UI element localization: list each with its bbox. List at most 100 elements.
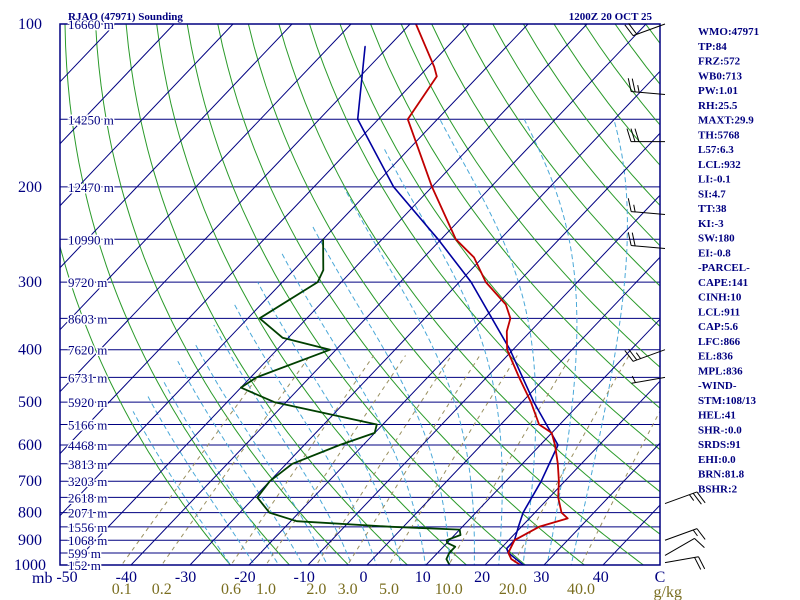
mixing-ratio-label: 10.0 (435, 581, 463, 598)
wind-barb-flag (698, 556, 706, 570)
temperature-profile-point (554, 444, 556, 446)
height-label: 1068 m (68, 533, 107, 548)
index-value: LFC:866 (698, 336, 741, 348)
wind-barb-flag (624, 350, 634, 362)
wind-barb-flag (637, 85, 640, 93)
index-value: EL:836 (698, 351, 733, 363)
wind-barb-flag (631, 375, 636, 383)
index-value: WB0:713 (698, 70, 743, 82)
wind-barb-staff (632, 23, 666, 37)
dry-adiabat-line (431, 24, 660, 328)
parcel-trace (356, 46, 559, 565)
temperature-profile-point (505, 303, 507, 306)
height-label: 2618 m (68, 490, 107, 505)
height-label: 3813 m (68, 457, 107, 472)
grid-layer (60, 24, 660, 565)
dewpoint-profile-point (240, 387, 242, 389)
wind-barb-flag (630, 128, 636, 142)
wind-barb-staff (664, 491, 698, 505)
height-label: 6731 m (68, 370, 107, 385)
pressure-axis-unit: mb (32, 570, 52, 587)
dewpoint-profile-point (339, 444, 341, 446)
parcel-trace-point (517, 526, 520, 528)
moist-adiabat-line (281, 252, 426, 565)
dewpoint-profile-point (259, 317, 261, 319)
dry-adiabat-line (461, 24, 660, 287)
dry-adiabat-line (186, 24, 527, 565)
parcel-trace-point (506, 547, 508, 550)
dewpoint-profile-point (459, 528, 461, 531)
temperature-tick-label: 10 (415, 569, 431, 586)
temperature-profile-point (557, 496, 559, 499)
wind-barb-flag (627, 232, 632, 246)
dewpoint-profile-point (446, 542, 448, 544)
temperature-profile-point (485, 281, 487, 283)
pressure-tick-label: 300 (18, 274, 42, 291)
index-value: SW:180 (698, 233, 735, 245)
wind-barb (631, 375, 666, 384)
height-label: 5920 m (68, 395, 107, 410)
pressure-tick-label: 500 (18, 394, 42, 411)
temperature-profile-point (506, 330, 508, 332)
parcel-trace-point (522, 511, 524, 514)
height-label: 9720 m (68, 275, 107, 290)
temperature-profile-point (567, 517, 569, 519)
dewpoint-profile-point (445, 558, 448, 560)
wind-barb-flag (692, 493, 702, 505)
temperature-tick-label: C (655, 569, 666, 586)
isotherm-line (60, 24, 411, 393)
temperature-profile-point (518, 376, 520, 378)
height-label: 152 m (68, 558, 101, 573)
height-label: 4468 m (68, 438, 107, 453)
dry-adiabat-line (309, 24, 660, 493)
index-value: SHR-:0.0 (698, 424, 742, 436)
temperature-tick-label: -20 (234, 569, 255, 586)
dry-adiabat-line (95, 24, 350, 565)
isotherm-line (366, 256, 660, 565)
index-value: TH:5768 (698, 129, 740, 141)
index-value: WMO:47971 (698, 26, 759, 38)
parcel-trace-point (509, 349, 511, 351)
temperature-tick-label: 0 (360, 569, 368, 586)
wind-barb-staff (631, 211, 666, 216)
wind-barb-flag (694, 557, 702, 570)
index-value: CINH:10 (698, 292, 742, 304)
isotherm-line (60, 24, 352, 331)
temperature-profile-point (431, 186, 433, 188)
pressure-tick-label: 200 (18, 179, 42, 196)
index-value: TP:84 (698, 41, 727, 53)
temperature-tick-label: 40 (593, 569, 609, 586)
dry-adiabat-line (370, 24, 660, 409)
dry-adiabat-line (125, 24, 409, 565)
index-value: L57:6.3 (698, 144, 734, 156)
mixing-ratio-line (121, 355, 274, 565)
index-value: EHI:0.0 (698, 454, 736, 466)
wind-barb-staff (664, 528, 698, 541)
dry-adiabat-line (64, 24, 291, 565)
pressure-tick-label: 600 (18, 437, 42, 454)
isotherm-line (307, 194, 660, 565)
wind-barb (626, 128, 665, 143)
wind-barb (664, 556, 706, 570)
mixing-ratio-line (388, 355, 518, 565)
isotherm-line (60, 24, 470, 455)
pressure-tick-label: 1000 (14, 557, 46, 574)
pressure-tick-label: 800 (18, 505, 42, 522)
parcel-trace-point (437, 238, 439, 240)
index-value: EI:-0.8 (698, 247, 731, 259)
dry-adiabat-line (400, 24, 660, 368)
wind-barb-layer (624, 23, 706, 570)
index-value: FRZ:572 (698, 56, 741, 68)
plot-frame (59, 23, 661, 566)
height-label: 1556 m (68, 520, 107, 535)
dewpoint-profile-point (295, 520, 298, 522)
temperature-profile-point (510, 558, 512, 560)
wind-barb-flag (624, 24, 634, 36)
index-value: BSHR:2 (698, 483, 738, 495)
mixing-ratio-label: 0.1 (112, 581, 132, 598)
parcel-trace-point (557, 444, 559, 446)
mixing-ratio-line (230, 355, 375, 565)
mixing-ratio-label: 40.0 (567, 581, 595, 598)
height-label: 2071 m (68, 506, 107, 521)
dewpoint-profile-point (376, 423, 378, 426)
